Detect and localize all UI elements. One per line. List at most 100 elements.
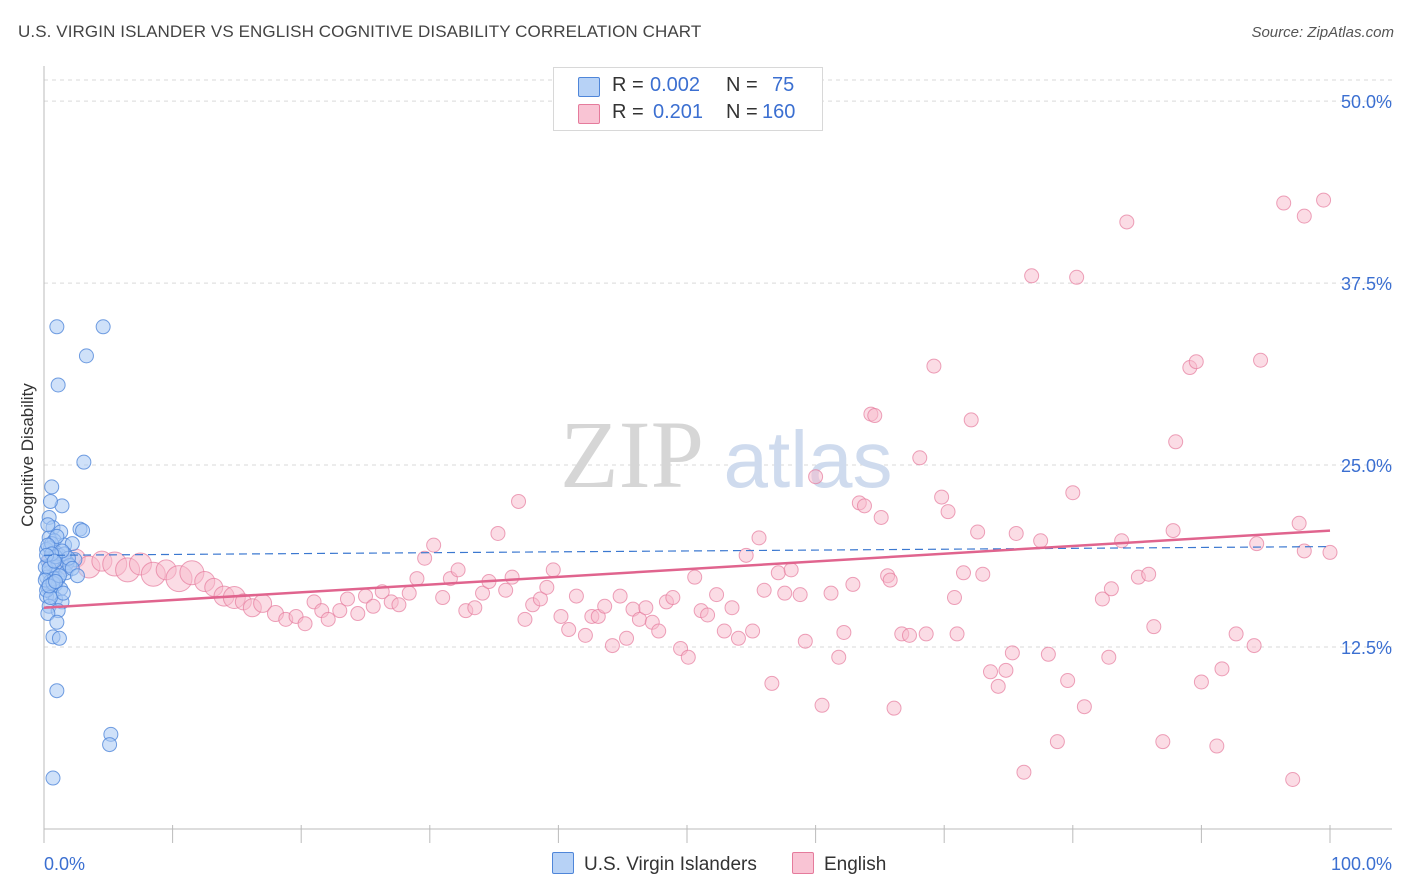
english-point [475, 585, 491, 601]
english-point [808, 469, 824, 485]
english-point [873, 509, 889, 525]
english-point [612, 588, 628, 604]
english-point [963, 412, 979, 428]
english-point [1285, 772, 1301, 788]
english-point [770, 565, 786, 581]
english-point [1069, 269, 1085, 285]
virgin-islander-point [45, 770, 61, 786]
chart-title: U.S. VIRGIN ISLANDER VS ENGLISH COGNITIV… [18, 22, 702, 41]
english-point [435, 590, 451, 606]
virgin-islander-point [40, 517, 56, 533]
english-point [553, 608, 569, 624]
english-point [1228, 626, 1244, 642]
english-point [946, 590, 962, 606]
english-point [982, 664, 998, 680]
english-point [777, 585, 793, 601]
n-value-english: 160 [762, 101, 796, 123]
watermark-atlas: atlas [724, 415, 893, 504]
virgin-islander-points [37, 319, 119, 786]
virgin-islander-point [48, 574, 64, 590]
english-point [1291, 515, 1307, 531]
english-point [1246, 638, 1262, 654]
english-point [417, 550, 433, 566]
english-point [504, 569, 520, 585]
english-point [836, 624, 852, 640]
english-point [1141, 566, 1157, 582]
english-point [1146, 619, 1162, 635]
english-point [1065, 485, 1081, 501]
english-point [561, 622, 577, 638]
virgin-islander-point [69, 568, 85, 584]
legend-row-virgin-islanders: R = 0.002 N = 75 [554, 74, 822, 100]
english-point [783, 562, 799, 578]
trend-lines [43, 529, 1331, 609]
english-point [517, 611, 533, 627]
english-trend-line [43, 529, 1331, 609]
legend-label: U.S. Virgin Islanders [584, 854, 757, 875]
english-point [709, 587, 725, 603]
english-point [1322, 544, 1338, 560]
english-point [1276, 195, 1292, 211]
english-point [724, 600, 740, 616]
english-point [955, 565, 971, 581]
axes [43, 66, 1392, 843]
english-point [845, 576, 861, 592]
r-value-virgin-islanders: 0.002 [650, 74, 701, 96]
english-point [1296, 543, 1312, 559]
english-point [998, 662, 1014, 678]
r-label: R = [612, 101, 644, 123]
english-point [320, 611, 336, 627]
english-point [756, 582, 772, 598]
english-point [823, 585, 839, 601]
n-value-virgin-islanders: 75 [772, 74, 795, 96]
virgin-islander-point [55, 585, 71, 601]
english-point [700, 607, 716, 623]
watermark-zip: ZIP [560, 401, 704, 508]
english-point [745, 623, 761, 639]
y-tick-label: 12.5% [1341, 638, 1392, 658]
y-tick-label: 50.0% [1341, 92, 1392, 112]
english-point [339, 591, 355, 607]
r-value-english: 0.201 [653, 101, 704, 123]
english-point [867, 408, 883, 424]
english-point [1016, 764, 1032, 780]
english-point [1060, 673, 1076, 689]
english-point [539, 579, 555, 595]
english-point [391, 597, 407, 613]
english-point [651, 623, 667, 639]
correlation-legend: R = 0.002 N = 75 R = 0.201 N = 160 [553, 67, 823, 131]
english-point [467, 600, 483, 616]
n-label: N = [726, 74, 758, 96]
english-point [597, 598, 613, 614]
virgin-islander-point [78, 348, 94, 364]
english-point [409, 571, 425, 587]
english-point [1101, 649, 1117, 665]
english-point [1040, 646, 1056, 662]
blue-swatch [578, 77, 600, 97]
english-point [1033, 533, 1049, 549]
english-point [297, 616, 313, 632]
source-label: Source: ZipAtlas.com [1251, 24, 1394, 41]
english-point [350, 606, 366, 622]
english-point [619, 630, 635, 646]
virgin-islander-point [49, 683, 65, 699]
english-point [332, 603, 348, 619]
watermark: ZIP atlas [560, 401, 892, 508]
english-point [1094, 591, 1110, 607]
virgin-islander-point [49, 614, 65, 630]
english-point [1168, 434, 1184, 450]
english-point [1114, 533, 1130, 549]
x-tick-label-min: 0.0% [44, 854, 85, 874]
english-point [545, 562, 561, 578]
y-tick-label: 25.0% [1341, 456, 1392, 476]
english-point [665, 590, 681, 606]
english-point [1253, 352, 1269, 368]
english-point [738, 547, 754, 563]
english-point [797, 633, 813, 649]
english-point [926, 358, 942, 374]
english-point [1193, 674, 1209, 690]
english-point [1008, 525, 1024, 541]
virgin-islander-point [49, 528, 65, 544]
virgin-islander-point [42, 493, 58, 509]
r-label: R = [612, 74, 644, 96]
